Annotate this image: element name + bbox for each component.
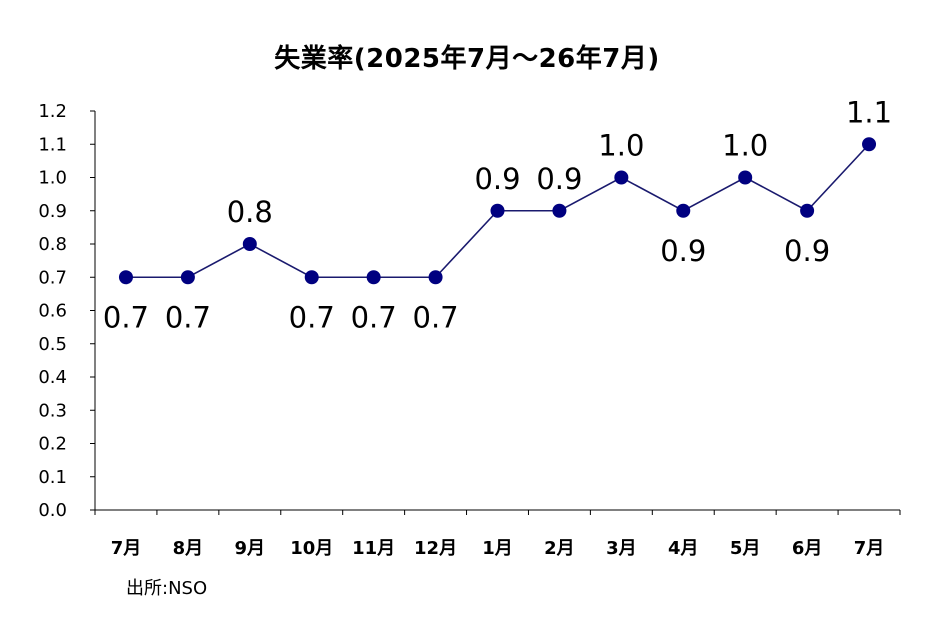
y-axis: 0.0 0.1 0.2 0.3 0.4 0.5 0.6 0.7 0.8 0.9 1.0 1.1 1.2 [38, 101, 96, 521]
x-tick-label: 2月 [544, 538, 575, 559]
y-tick-label: 0.2 [38, 434, 67, 455]
y-tick-label: 0.6 [38, 301, 67, 322]
x-tick-label: 9月 [235, 538, 266, 559]
data-point [676, 203, 691, 218]
data-label: 0.9 [474, 162, 520, 196]
data-label: 0.9 [660, 234, 706, 268]
y-tick-label: 1.2 [38, 101, 67, 122]
data-point [800, 203, 815, 218]
data-label: 0.9 [784, 234, 830, 268]
x-tick-label: 7月 [111, 538, 142, 559]
data-point [552, 203, 567, 218]
y-tick-label: 0.9 [38, 201, 67, 222]
data-label: 0.7 [103, 300, 149, 334]
data-point [862, 137, 877, 152]
data-point [304, 270, 319, 285]
data-point [738, 170, 753, 185]
chart-title: 失業率(2025年7月～26年7月) [274, 44, 660, 74]
y-tick-label: 0.5 [38, 334, 67, 355]
data-label: 1.1 [846, 95, 892, 129]
data-point [366, 270, 381, 285]
x-tick-label: 8月 [173, 538, 204, 559]
data-label: 0.7 [351, 300, 397, 334]
data-point [614, 170, 629, 185]
y-tick-label: 0.0 [38, 500, 67, 521]
data-label: 1.0 [722, 129, 768, 163]
y-tick-label: 1.0 [38, 168, 67, 189]
x-tick-label: 1月 [482, 538, 513, 559]
data-label: 0.8 [227, 195, 273, 229]
x-tick-label: 11月 [352, 538, 395, 559]
data-point [242, 237, 257, 251]
source-note: 出所:NSO [126, 578, 208, 599]
x-tick-label: 6月 [792, 538, 823, 559]
y-tick-label: 1.1 [38, 134, 67, 155]
series [118, 137, 877, 285]
x-tick-label: 7月 [854, 538, 885, 559]
data-point [490, 203, 505, 218]
data-label: 1.0 [598, 129, 644, 163]
data-label: 0.7 [165, 300, 211, 334]
data-label: 0.7 [413, 300, 459, 334]
data-label: 0.7 [289, 300, 335, 334]
y-tick-label: 0.4 [38, 367, 67, 388]
data-point [118, 270, 133, 285]
x-tick-label: 3月 [606, 538, 637, 559]
x-tick-label: 10月 [290, 538, 333, 559]
y-tick-label: 0.8 [38, 234, 67, 255]
x-tick-label: 5月 [730, 538, 761, 559]
x-tick-label: 4月 [668, 538, 699, 559]
data-point [180, 270, 195, 285]
x-axis: 7月 8月 9月 10月 11月 12月 1月 2月 3月 4月 5月 6月 7月 [94, 509, 901, 559]
y-tick-label: 0.1 [38, 467, 67, 488]
data-labels: 0.7 0.7 0.8 0.7 0.7 0.7 0.9 0.9 1.0 0.9 1.0 0.9 1.1 [103, 95, 892, 334]
data-point [428, 270, 443, 285]
y-tick-label: 0.3 [38, 400, 67, 421]
y-tick-label: 0.7 [38, 267, 67, 288]
data-label: 0.9 [536, 162, 582, 196]
x-tick-label: 12月 [414, 538, 457, 559]
